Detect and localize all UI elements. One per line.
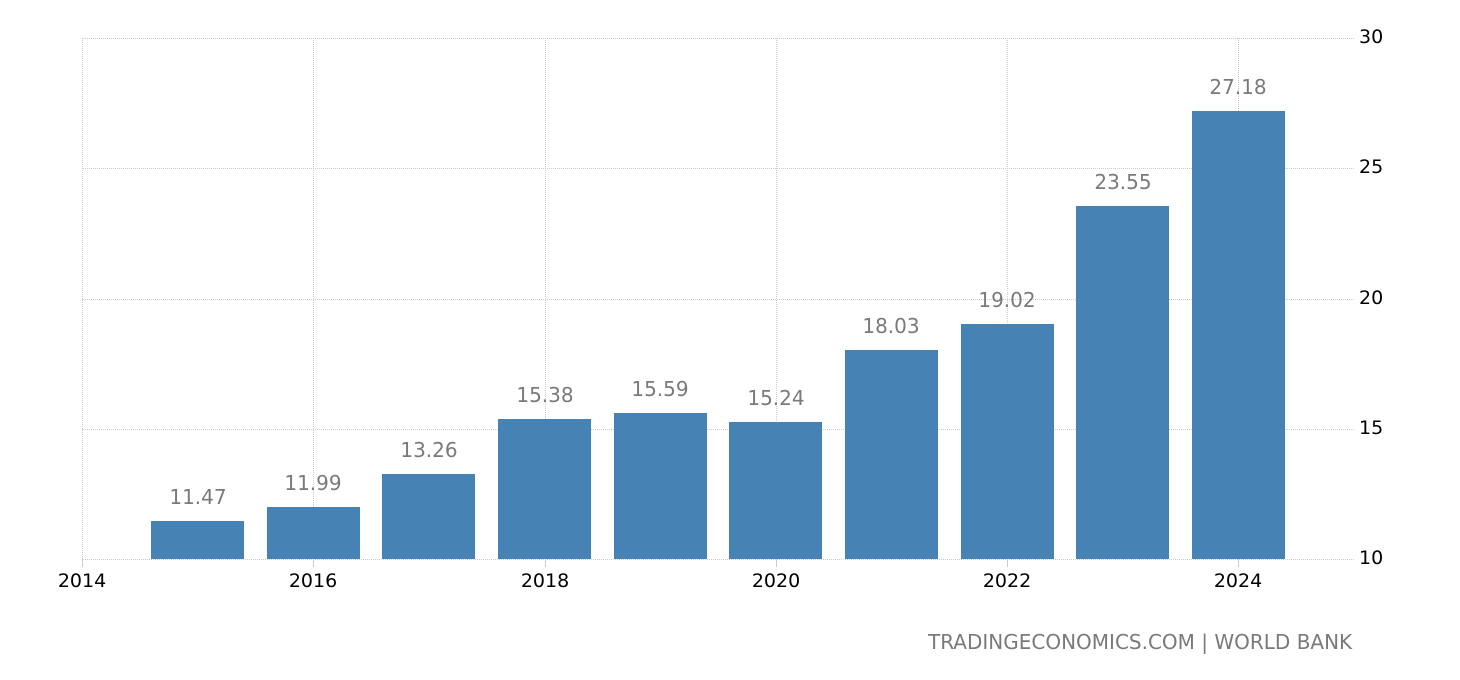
y-tick-label: 30 <box>1359 26 1384 48</box>
value-label-2020: 15.24 <box>747 386 805 410</box>
x-tick-mark <box>1238 559 1239 567</box>
x-tick-label: 2022 <box>982 570 1032 592</box>
bar-2019 <box>614 413 707 559</box>
bar-2023 <box>1076 206 1169 559</box>
y-tick-label: 25 <box>1359 156 1384 178</box>
value-label-2018: 15.38 <box>516 383 574 407</box>
v-gridline <box>82 38 83 559</box>
h-gridline <box>82 168 1354 169</box>
bar-2021 <box>845 350 938 559</box>
value-label-2015: 11.47 <box>169 485 227 509</box>
x-tick-mark <box>776 559 777 567</box>
h-gridline <box>82 38 1354 39</box>
y-tick-label: 15 <box>1359 417 1384 439</box>
bar-2024 <box>1192 111 1285 559</box>
value-label-2024: 27.18 <box>1209 75 1267 99</box>
h-gridline <box>82 559 1354 560</box>
x-tick-label: 2024 <box>1213 570 1263 592</box>
v-gridline <box>776 38 777 559</box>
v-gridline <box>1007 38 1008 559</box>
bar-2017 <box>382 474 475 559</box>
x-tick-mark <box>1007 559 1008 567</box>
value-label-2019: 15.59 <box>631 377 689 401</box>
value-label-2023: 23.55 <box>1094 170 1152 194</box>
bar-2020 <box>729 422 822 559</box>
value-label-2022: 19.02 <box>978 288 1036 312</box>
x-tick-label: 2016 <box>288 570 338 592</box>
bar-2016 <box>267 507 360 559</box>
h-gridline <box>82 299 1354 300</box>
x-tick-label: 2014 <box>57 570 107 592</box>
v-gridline <box>313 38 314 559</box>
x-tick-mark <box>82 559 83 567</box>
source-footer: TRADINGECONOMICS.COM | WORLD BANK <box>928 630 1353 654</box>
bar-2015 <box>151 521 244 559</box>
value-label-2017: 13.26 <box>400 438 458 462</box>
x-tick-mark <box>545 559 546 567</box>
x-tick-label: 2018 <box>520 570 570 592</box>
x-tick-mark <box>313 559 314 567</box>
y-tick-label: 20 <box>1359 287 1384 309</box>
bar-2018 <box>498 419 591 559</box>
y-tick-label: 10 <box>1359 547 1384 569</box>
value-label-2016: 11.99 <box>284 471 342 495</box>
x-tick-label: 2020 <box>751 570 801 592</box>
v-gridline <box>545 38 546 559</box>
h-gridline <box>82 429 1354 430</box>
value-label-2021: 18.03 <box>862 314 920 338</box>
bar-2022 <box>961 324 1054 559</box>
